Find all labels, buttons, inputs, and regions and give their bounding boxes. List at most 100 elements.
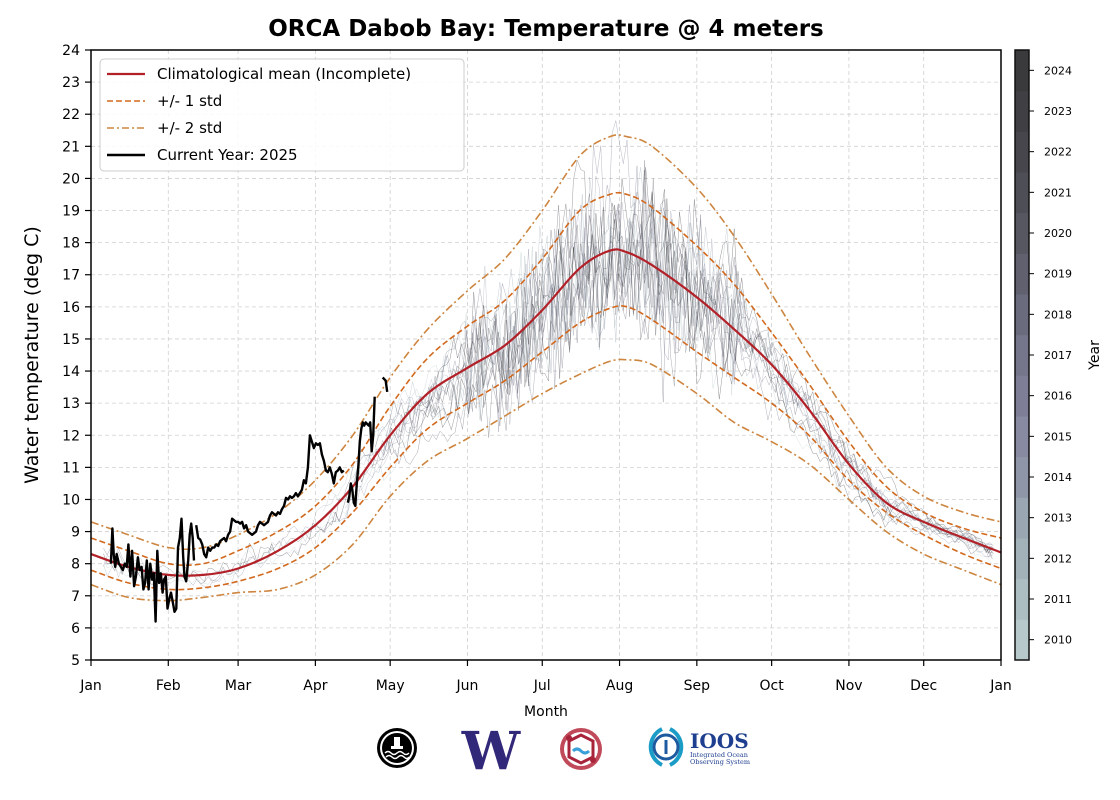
x-tick-label: Jun xyxy=(456,678,479,694)
y-axis-label: Water temperature (deg C) xyxy=(21,226,43,484)
colorbar-swatch-2010 xyxy=(1015,619,1029,661)
x-tick-label: Mar xyxy=(225,678,252,694)
y-tick-label: 14 xyxy=(62,364,80,380)
current-year-segment-3 xyxy=(346,396,376,508)
x-tick-label: Jul xyxy=(533,678,551,694)
y-tick-label: 13 xyxy=(62,396,80,412)
colorbar-swatch-2019 xyxy=(1015,253,1029,295)
colorbar-swatch-2012 xyxy=(1015,538,1029,580)
colorbar-swatch-2023 xyxy=(1015,90,1029,132)
colorbar-swatch-2014 xyxy=(1015,456,1029,498)
tribal-logo xyxy=(560,728,602,770)
colorbar-swatch-2017 xyxy=(1015,334,1029,376)
svg-text:W: W xyxy=(461,721,522,782)
x-tick-label: Sep xyxy=(684,678,711,694)
x-axis-label: Month xyxy=(524,704,568,720)
y-tick-label: 10 xyxy=(62,492,80,508)
y-tick-label: 7 xyxy=(71,589,80,605)
y-tick-label: 15 xyxy=(62,332,80,348)
x-tick-label: Oct xyxy=(760,678,785,694)
colorbar-tick-label: 2021 xyxy=(1044,186,1072,199)
x-tick-label: Apr xyxy=(303,678,327,694)
historical-trace-2022 xyxy=(103,167,994,586)
svg-text:Observing System: Observing System xyxy=(690,758,750,766)
colorbar-tick-label: 2013 xyxy=(1044,512,1072,525)
climatological-mean-line xyxy=(90,248,1002,577)
colorbar-tick-label: 2010 xyxy=(1044,634,1072,647)
x-tick-label: May xyxy=(376,678,405,694)
colorbar-swatch-2022 xyxy=(1015,131,1029,173)
x-tick-label: Aug xyxy=(606,678,633,694)
x-tick-label: Jan xyxy=(79,678,102,694)
historical-traces xyxy=(103,120,994,590)
minus-1-std-line xyxy=(90,305,1002,591)
colorbar-tick-label: 2024 xyxy=(1044,64,1072,77)
plus-2-std-line xyxy=(90,134,1002,551)
colorbar-swatch-2018 xyxy=(1015,294,1029,336)
y-tick-label: 19 xyxy=(62,204,80,220)
x-axis: Jan Feb Mar Apr May Jun Jul Aug Sep Oct Nov Dec Jan xyxy=(79,660,1012,694)
colorbar-tick-label: 2017 xyxy=(1044,349,1072,362)
colorbar-tick-label: 2012 xyxy=(1044,552,1072,565)
colorbar-tick-label: 2020 xyxy=(1044,227,1072,240)
y-tick-label: 16 xyxy=(62,300,80,316)
legend-label-mean: Climatological mean (Incomplete) xyxy=(157,65,411,83)
current-year-line xyxy=(109,376,389,623)
colorbar-swatch-2016 xyxy=(1015,375,1029,417)
plus-1-std-line xyxy=(90,191,1002,567)
y-tick-label: 22 xyxy=(62,107,80,123)
current-year-segment-1 xyxy=(109,517,196,623)
historical-trace-2013 xyxy=(103,176,994,587)
y-tick-label: 17 xyxy=(62,268,80,284)
legend-label-current: Current Year: 2025 xyxy=(157,146,298,164)
colorbar-tick-label: 2011 xyxy=(1044,593,1072,606)
y-tick-label: 21 xyxy=(62,139,80,155)
colorbar-swatch-2024 xyxy=(1015,50,1029,92)
y-axis: 5 6 7 8 9 10 11 12 13 14 15 16 17 18 19 20 21 22 23 24 xyxy=(62,43,91,669)
y-tick-label: 11 xyxy=(62,460,80,476)
x-tick-label: Jan xyxy=(989,678,1012,694)
colorbar-swatch-2021 xyxy=(1015,172,1029,214)
historical-trace-2019 xyxy=(103,178,994,585)
x-tick-label: Dec xyxy=(910,678,937,694)
x-tick-label: Nov xyxy=(835,678,862,694)
colorbar-tick-label: 2022 xyxy=(1044,146,1072,159)
colorbar-tick-label: 2023 xyxy=(1044,105,1072,118)
y-tick-label: 6 xyxy=(71,621,80,637)
svg-text:Integrated Ocean: Integrated Ocean xyxy=(690,751,748,759)
legend: Climatological mean (Incomplete) +/- 1 s… xyxy=(99,58,465,172)
y-tick-label: 23 xyxy=(62,75,80,91)
colorbar-label: Year xyxy=(1087,340,1103,371)
colorbar-swatch-2011 xyxy=(1015,578,1029,620)
colorbar-tick-label: 2015 xyxy=(1044,430,1072,443)
historical-trace-2010 xyxy=(103,208,994,586)
colorbar-tick-label: 2019 xyxy=(1044,268,1072,281)
historical-trace-2024 xyxy=(420,170,993,554)
climatology-lines xyxy=(90,134,1002,602)
y-tick-label: 12 xyxy=(62,428,80,444)
minus-2-std-line xyxy=(90,358,1002,602)
legend-box xyxy=(99,58,465,172)
historical-trace-2016 xyxy=(103,120,994,590)
colorbar-tick-label: 2014 xyxy=(1044,471,1072,484)
colorbar-swatch-2013 xyxy=(1015,497,1029,539)
plot-frame xyxy=(90,49,1002,661)
y-tick-label: 9 xyxy=(71,525,80,541)
y-tick-label: 5 xyxy=(71,653,80,669)
y-tick-label: 20 xyxy=(62,171,80,187)
y-tick-label: 24 xyxy=(62,43,80,59)
y-tick-label: 8 xyxy=(71,557,80,573)
legend-label-1std: +/- 1 std xyxy=(157,92,222,110)
svg-text:IOOS: IOOS xyxy=(690,729,749,753)
colorbar: 2010 2011 2012 2013 2014 2015 2016 2017 2018 2019… xyxy=(1014,49,1072,661)
y-tick-label: 18 xyxy=(62,236,80,252)
colorbar-frame xyxy=(1014,49,1030,661)
colorbar-swatch-2020 xyxy=(1015,212,1029,254)
buoy-icon xyxy=(394,737,400,746)
ioos-logo: IOOS Integrated Ocean Observing System xyxy=(648,727,750,767)
colorbar-swatch-2015 xyxy=(1015,416,1029,458)
current-year-segment-4 xyxy=(381,376,389,393)
x-tick-label: Feb xyxy=(156,678,181,694)
current-year-segment-2 xyxy=(195,434,345,559)
